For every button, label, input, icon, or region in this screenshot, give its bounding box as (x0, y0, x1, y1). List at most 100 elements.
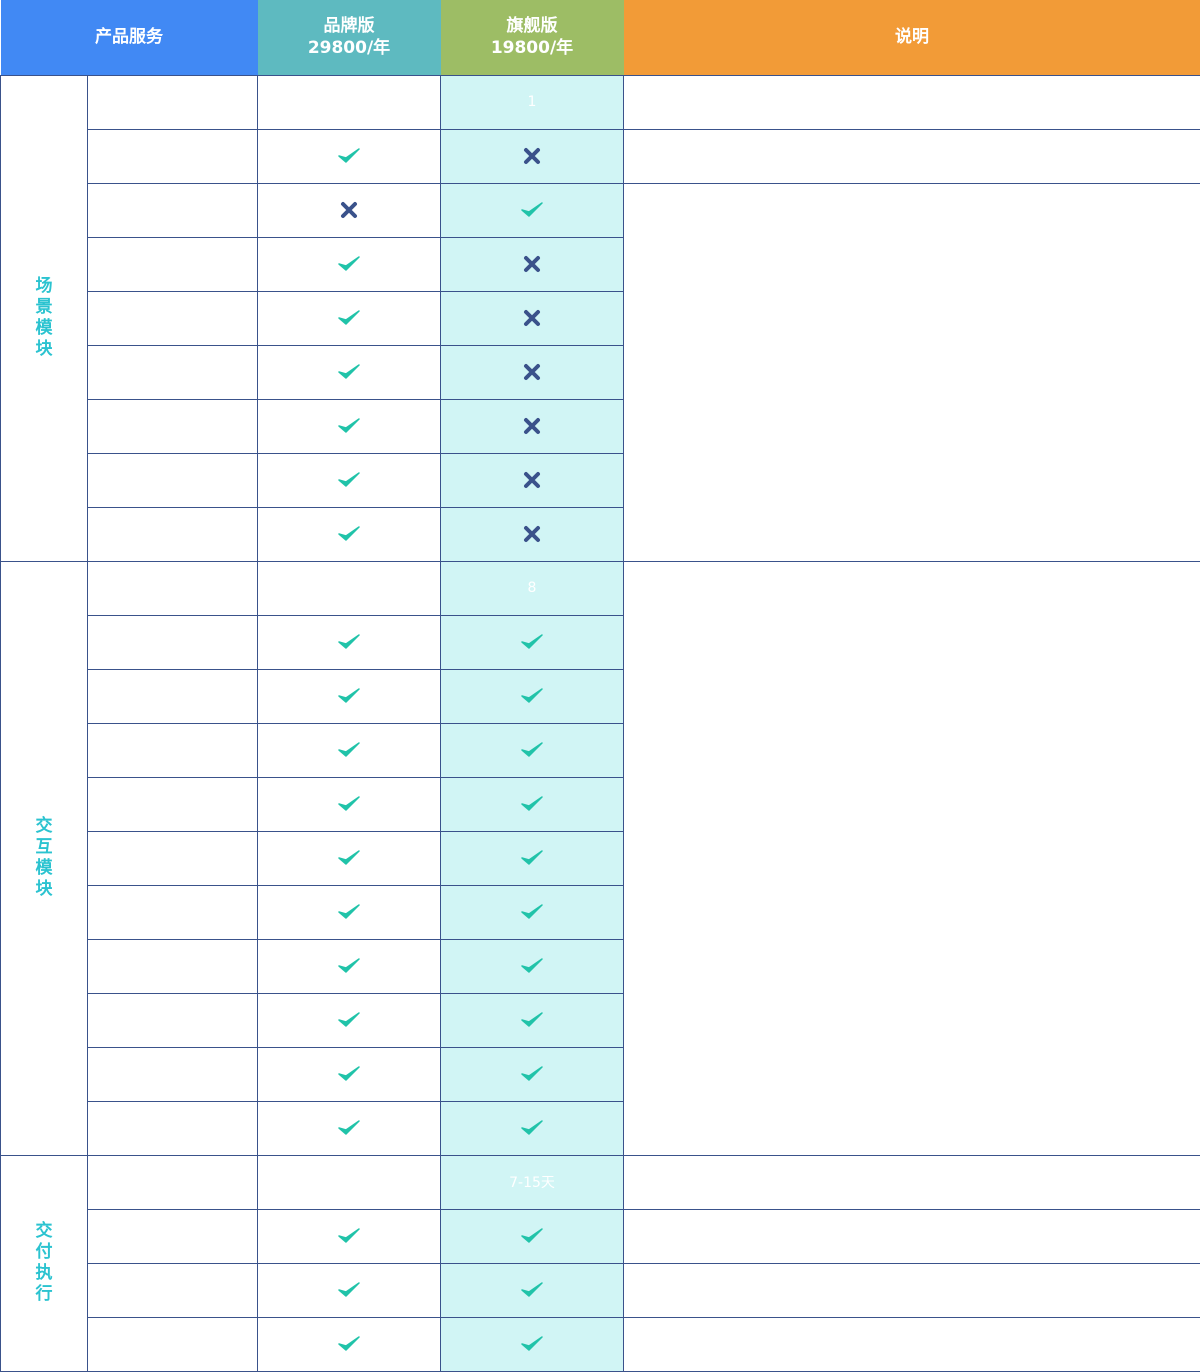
note-cell (624, 1263, 1200, 1317)
flagship-value-cell (441, 1317, 624, 1371)
check-icon (338, 1281, 360, 1299)
table-row (1, 129, 1200, 183)
check-icon (521, 1281, 543, 1299)
table-row (1, 1317, 1200, 1371)
note-cell (624, 1317, 1200, 1371)
flagship-value-cell (441, 831, 624, 885)
header-note-label: 说明 (895, 27, 929, 47)
item-cell (88, 723, 258, 777)
check-icon (338, 849, 360, 867)
brand-value-cell (258, 669, 441, 723)
item-cell (88, 237, 258, 291)
brand-value-cell (258, 615, 441, 669)
check-icon (338, 1119, 360, 1137)
cross-icon (523, 363, 541, 381)
check-icon (338, 363, 360, 381)
item-cell (88, 939, 258, 993)
item-cell (88, 561, 258, 615)
brand-value-cell (258, 1263, 441, 1317)
item-cell (88, 993, 258, 1047)
item-cell (88, 1209, 258, 1263)
note-cell (624, 129, 1200, 183)
category-label: 交付执行 (35, 1221, 53, 1305)
item-cell (88, 129, 258, 183)
brand-value-cell (258, 561, 441, 615)
check-icon (338, 903, 360, 921)
check-icon (338, 471, 360, 489)
check-icon (521, 903, 543, 921)
table-row (1, 1209, 1200, 1263)
header-note: 说明 (624, 0, 1200, 75)
flagship-value-cell (441, 993, 624, 1047)
flagship-value-cell (441, 669, 624, 723)
cross-icon (523, 471, 541, 489)
cross-icon (523, 147, 541, 165)
check-icon (338, 1335, 360, 1353)
check-icon (338, 1011, 360, 1029)
header-brand: 品牌版 29800/年 (258, 0, 441, 75)
check-icon (338, 957, 360, 975)
check-icon (338, 525, 360, 543)
check-icon (521, 1011, 543, 1029)
flagship-value-cell (441, 1101, 624, 1155)
check-icon (521, 201, 543, 219)
header-flagship: 旗舰版 19800/年 (441, 0, 624, 75)
item-cell (88, 345, 258, 399)
header-service-label: 产品服务 (95, 27, 163, 47)
item-cell (88, 453, 258, 507)
brand-value-cell (258, 831, 441, 885)
brand-value-cell (258, 75, 441, 129)
brand-value-cell (258, 1209, 441, 1263)
cross-icon (340, 201, 358, 219)
value-text: 7-15天 (509, 1175, 555, 1191)
brand-value-cell (258, 345, 441, 399)
flagship-value-cell (441, 1047, 624, 1101)
check-icon (338, 741, 360, 759)
flagship-value-cell (441, 183, 624, 237)
item-cell (88, 1047, 258, 1101)
header-brand-name: 品牌版 (258, 15, 441, 37)
flagship-value-cell (441, 723, 624, 777)
note-cell (624, 1155, 1200, 1209)
brand-value-cell (258, 885, 441, 939)
note-cell (624, 561, 1200, 1155)
flagship-value-cell: 7-15天 (441, 1155, 624, 1209)
value-text: 8 (528, 580, 537, 596)
check-icon (521, 633, 543, 651)
check-icon (338, 795, 360, 813)
brand-value-cell (258, 183, 441, 237)
check-icon (338, 633, 360, 651)
flagship-value-cell (441, 1209, 624, 1263)
table-row (1, 183, 1200, 237)
category-cell: 交付执行 (1, 1155, 88, 1371)
brand-value-cell (258, 237, 441, 291)
cross-icon (523, 255, 541, 273)
flagship-value-cell (441, 345, 624, 399)
item-cell (88, 669, 258, 723)
cross-icon (523, 417, 541, 435)
category-label: 交互模块 (35, 816, 53, 900)
check-icon (338, 255, 360, 273)
flagship-value-cell (441, 777, 624, 831)
check-icon (521, 1227, 543, 1245)
brand-value-cell (258, 1047, 441, 1101)
brand-value-cell (258, 993, 441, 1047)
item-cell (88, 615, 258, 669)
table-row (1, 1263, 1200, 1317)
item-cell (88, 777, 258, 831)
category-label: 场景模块 (35, 276, 53, 360)
brand-value-cell (258, 1101, 441, 1155)
category-cell: 场景模块 (1, 75, 88, 561)
header-flagship-price: 19800/年 (441, 37, 624, 59)
note-cell (624, 183, 1200, 561)
header-row: 产品服务 品牌版 29800/年 旗舰版 19800/年 说明 (1, 0, 1200, 75)
note-cell (624, 1209, 1200, 1263)
item-cell (88, 831, 258, 885)
flagship-value-cell (441, 237, 624, 291)
flagship-value-cell (441, 507, 624, 561)
item-cell (88, 75, 258, 129)
